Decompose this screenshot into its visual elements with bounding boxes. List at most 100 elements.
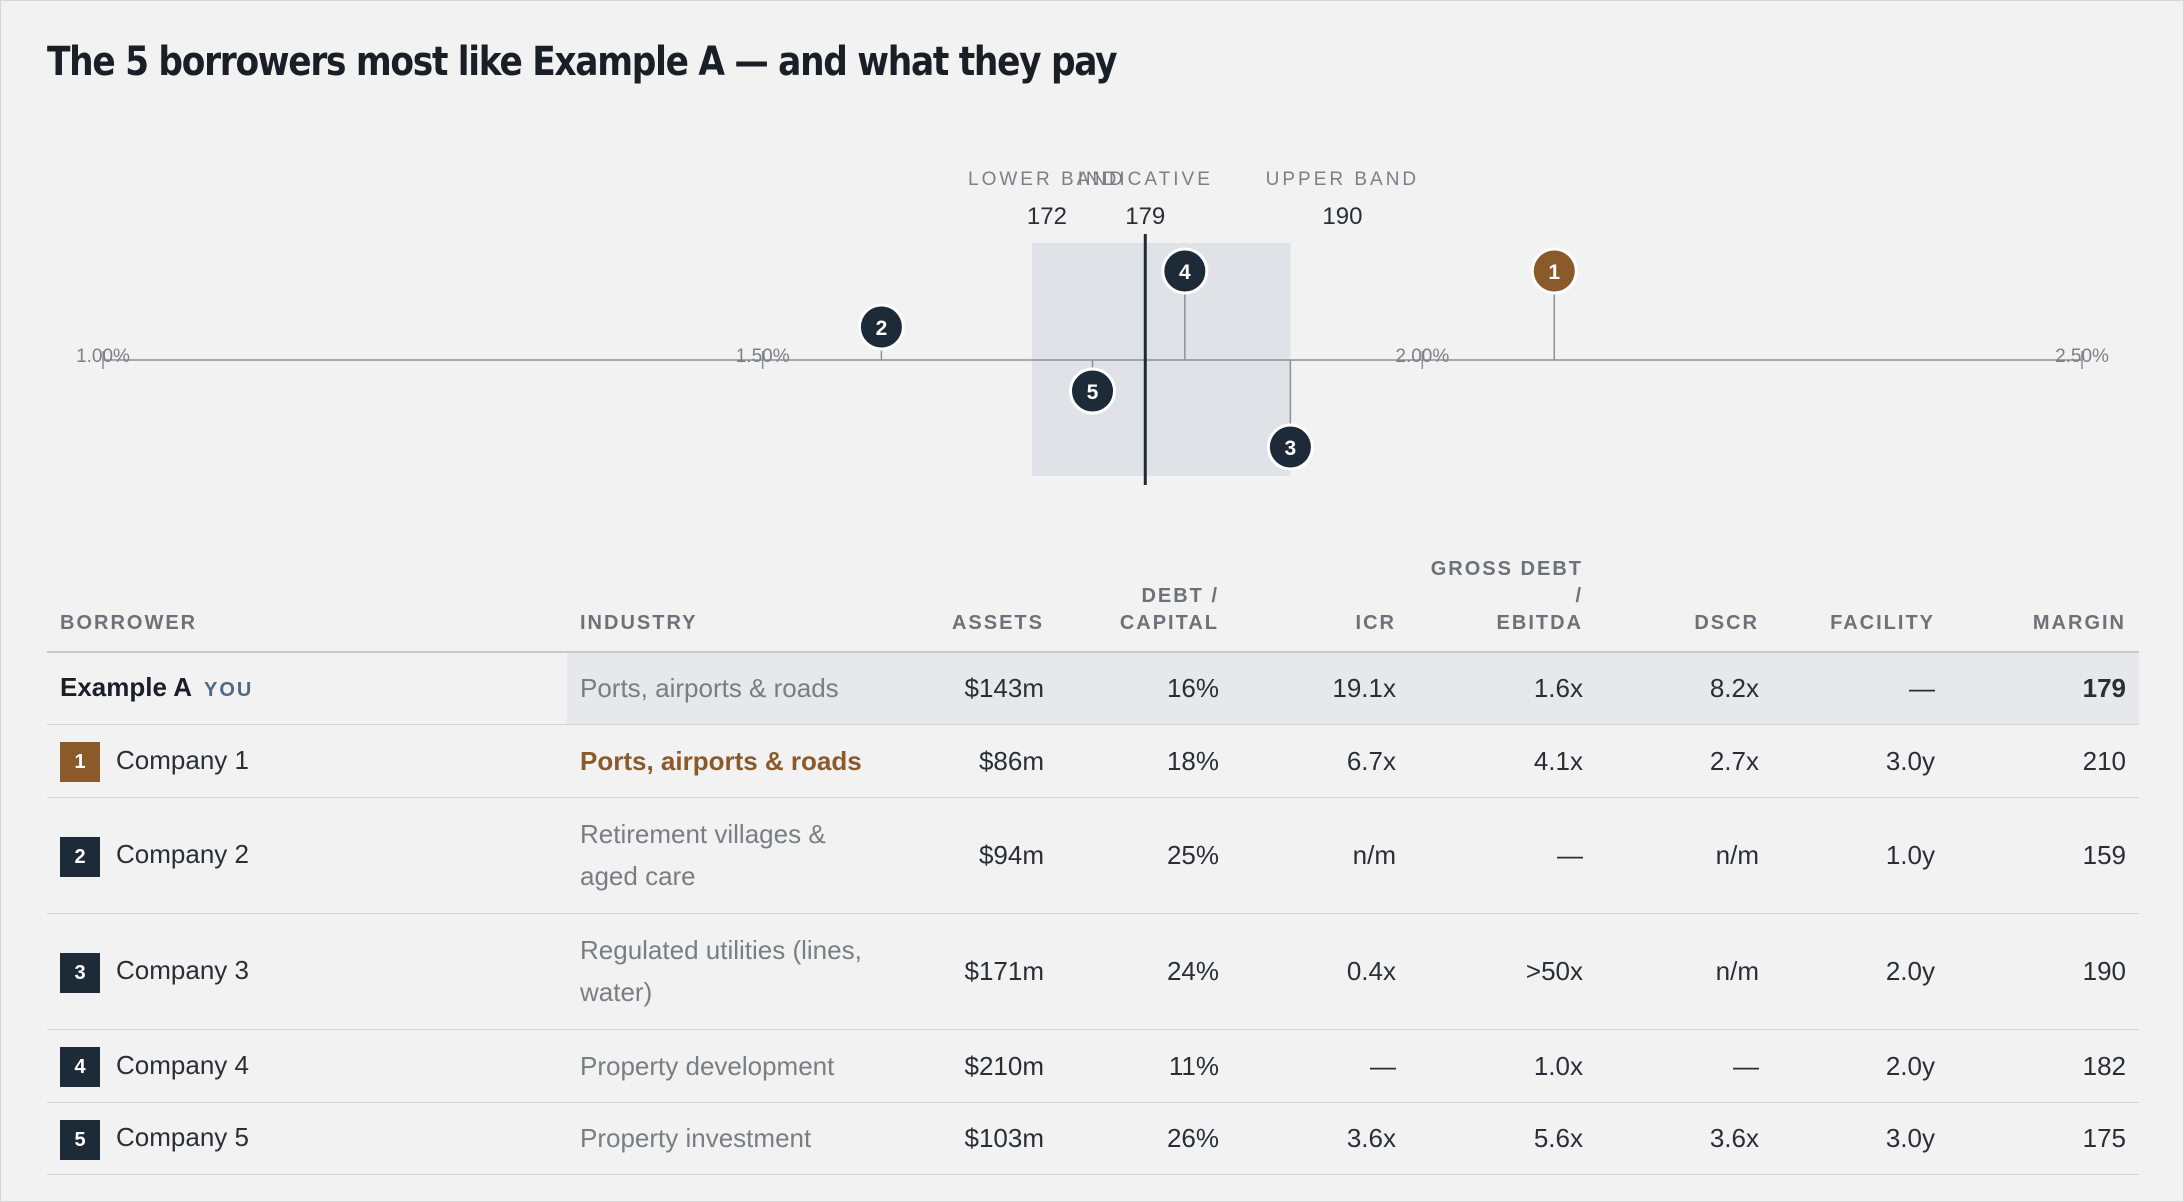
borrower-cell: 3 Company 3 <box>47 913 567 1030</box>
col-assets: ASSETS <box>897 556 1057 653</box>
col-dscr: DSCR <box>1596 556 1772 653</box>
borrower-cell: 4 Company 4 <box>47 1029 567 1103</box>
facility-cell: 1.0y <box>1772 797 1948 914</box>
upper-band-value: 190 <box>1322 203 1362 230</box>
marker-label: 3 <box>1285 437 1297 460</box>
rank-badge: 2 <box>60 836 100 877</box>
you-icr: 19.1x <box>1232 652 1409 725</box>
marker-label: 1 <box>1548 261 1560 284</box>
table-header-row: BORROWER INDUSTRY ASSETS DEBT / CAPITAL I… <box>47 556 2139 653</box>
marker-label: 5 <box>1087 381 1099 404</box>
col-gross-debt-line2: EBITDA <box>1496 612 1583 634</box>
borrower-cell: 1 Company 1 <box>47 724 567 798</box>
icr-cell: 0.4x <box>1232 913 1409 1030</box>
x-tick-label: 2.50% <box>2055 346 2109 367</box>
facility-cell: 3.0y <box>1772 1102 1948 1175</box>
marker-4 <box>1161 247 1209 295</box>
margin-cell: 182 <box>1948 1029 2139 1103</box>
x-tick-label: 1.50% <box>736 346 790 367</box>
facility-cell: 2.0y <box>1772 1029 1948 1103</box>
gross-debt-cell: — <box>1409 797 1596 914</box>
borrower-name: Company 2 <box>116 839 249 870</box>
dscr-cell: n/m <box>1596 913 1772 1030</box>
x-tick-label: 1.00% <box>76 346 130 367</box>
table-row: 2 Company 2 Retirement villages & aged ca… <box>47 797 2139 914</box>
lower-band-value: 172 <box>1027 203 1067 230</box>
marker-3 <box>1266 423 1314 471</box>
borrower-name: Company 4 <box>116 1049 249 1080</box>
page-title: The 5 borrowers most like Example A — an… <box>47 39 1118 85</box>
you-name: Example A <box>60 671 192 702</box>
marker-5 <box>1069 367 1116 415</box>
facility-cell: 2.0y <box>1772 913 1948 1030</box>
marker-2 <box>857 303 905 351</box>
assets-cell: $210m <box>897 1029 1057 1103</box>
table-row: 3 Company 3 Regulated utilities (lines, w… <box>47 913 2139 1030</box>
assets-cell: $86m <box>897 724 1057 798</box>
col-debt-capital: DEBT / CAPITAL <box>1057 556 1232 653</box>
borrower-cell: 2 Company 2 <box>47 797 567 914</box>
debt-capital-cell: 26% <box>1057 1102 1232 1175</box>
you-tag: YOU <box>203 678 254 701</box>
col-margin: MARGIN <box>1948 556 2139 653</box>
facility-cell: 3.0y <box>1772 724 1948 798</box>
assets-cell: $171m <box>897 913 1057 1030</box>
dscr-cell: — <box>1596 1029 1772 1103</box>
table-row: 5 Company 5 Property investment $103m 26%… <box>47 1102 2139 1175</box>
you-assets: $143m <box>897 652 1057 725</box>
you-industry: Ports, airports & roads <box>567 652 897 725</box>
industry-cell: Retirement villages & aged care <box>567 797 897 914</box>
dscr-cell: n/m <box>1596 797 1772 914</box>
margin-chart: 1.00% 1.50% 2.00% 2.50% LOWER BANDINDICATIVE… <box>76 169 2109 485</box>
col-icr: ICR <box>1232 556 1409 653</box>
margin-cell: 175 <box>1948 1102 2139 1175</box>
you-margin: 179 <box>1948 652 2139 725</box>
you-borrower-cell: Example A YOU <box>47 652 567 725</box>
rank-badge: 1 <box>60 742 100 783</box>
col-borrower: BORROWER <box>47 556 567 653</box>
you-dscr: 8.2x <box>1596 652 1772 725</box>
comparison-table: BORROWER INDUSTRY ASSETS DEBT / CAPITAL I… <box>47 556 2139 1175</box>
table-row: 4 Company 4 Property development $210m 11… <box>47 1029 2139 1103</box>
borrower-name: Company 3 <box>116 955 249 986</box>
borrower-cell: 5 Company 5 <box>47 1102 567 1175</box>
rank-badge: 5 <box>60 1119 100 1160</box>
borrower-name: Company 1 <box>116 744 249 775</box>
debt-capital-cell: 25% <box>1057 797 1232 914</box>
gross-debt-cell: 5.6x <box>1409 1102 1596 1175</box>
icr-cell: 6.7x <box>1232 724 1409 798</box>
icr-cell: 3.6x <box>1232 1102 1409 1175</box>
icr-cell: — <box>1232 1029 1409 1103</box>
col-gross-debt: GROSS DEBT / EBITDA <box>1409 556 1596 653</box>
industry-cell: Regulated utilities (lines, water) <box>567 913 897 1030</box>
industry-cell: Property development <box>567 1029 897 1103</box>
table-row-you: Example A YOU Ports, airports & roads $14… <box>47 652 2139 725</box>
icr-cell: n/m <box>1232 797 1409 914</box>
dscr-cell: 2.7x <box>1596 724 1772 798</box>
assets-cell: $103m <box>897 1102 1057 1175</box>
indicative-value: 179 <box>1125 203 1165 230</box>
margin-cell: 210 <box>1948 724 2139 798</box>
col-debt-capital-line1: DEBT / <box>1141 585 1219 607</box>
you-debt-capital: 16% <box>1057 652 1232 725</box>
upper-band-label: UPPER BAND <box>1266 169 1420 190</box>
col-facility: FACILITY <box>1772 556 1948 653</box>
marker-label: 2 <box>876 317 888 340</box>
marker-1 <box>1530 247 1578 295</box>
gross-debt-cell: >50x <box>1409 913 1596 1030</box>
industry-cell: Property investment <box>567 1102 897 1175</box>
indicative-label: INDICATIVE <box>1078 169 1213 190</box>
col-debt-capital-line2: CAPITAL <box>1119 612 1219 634</box>
debt-capital-cell: 18% <box>1057 724 1232 798</box>
gross-debt-cell: 1.0x <box>1409 1029 1596 1103</box>
margin-cell: 159 <box>1948 797 2139 914</box>
debt-capital-cell: 11% <box>1057 1029 1232 1103</box>
dscr-cell: 3.6x <box>1596 1102 1772 1175</box>
col-industry: INDUSTRY <box>567 556 897 653</box>
industry-cell: Ports, airports & roads <box>567 724 897 798</box>
debt-capital-cell: 24% <box>1057 913 1232 1030</box>
lower-band-label: LOWER BAND <box>968 169 1126 190</box>
you-facility: — <box>1772 652 1948 725</box>
x-tick-label: 2.00% <box>1395 346 1449 367</box>
